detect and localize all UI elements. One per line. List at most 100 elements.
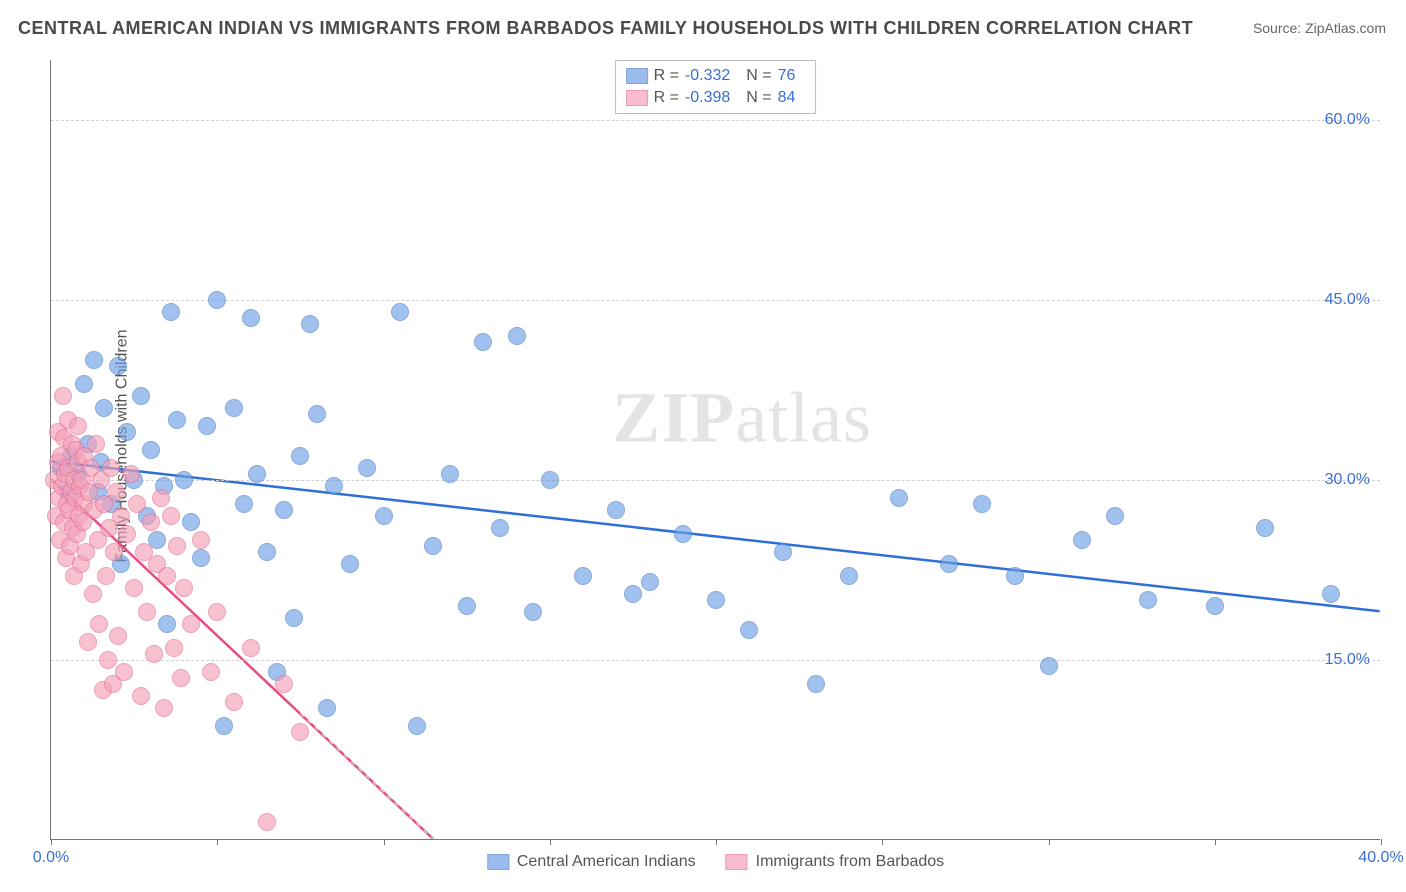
scatter-point [308, 405, 326, 423]
scatter-point [162, 507, 180, 525]
x-tick-label: 0.0% [33, 849, 69, 867]
scatter-point [541, 471, 559, 489]
scatter-point [1322, 585, 1340, 603]
y-tick-label: 30.0% [1325, 471, 1370, 489]
scatter-point [118, 423, 136, 441]
scatter-point [125, 579, 143, 597]
scatter-point [208, 291, 226, 309]
scatter-point [145, 645, 163, 663]
y-tick-label: 45.0% [1325, 291, 1370, 309]
x-tick [51, 839, 52, 845]
x-tick [882, 839, 883, 845]
scatter-point [1040, 657, 1058, 675]
scatter-point [225, 693, 243, 711]
scatter-point [158, 615, 176, 633]
scatter-point [215, 717, 233, 735]
x-tick-label: 40.0% [1358, 849, 1403, 867]
x-tick [1049, 839, 1050, 845]
y-tick-label: 60.0% [1325, 111, 1370, 129]
scatter-point [97, 567, 115, 585]
scatter-point [424, 537, 442, 555]
swatch-series-1 [626, 68, 648, 84]
scatter-point [1256, 519, 1274, 537]
scatter-point [508, 327, 526, 345]
scatter-point [142, 441, 160, 459]
scatter-point [325, 477, 343, 495]
scatter-point [84, 585, 102, 603]
chart-title: CENTRAL AMERICAN INDIAN VS IMMIGRANTS FR… [18, 18, 1193, 39]
correlation-row-1: R = -0.332 N = 76 [626, 65, 806, 87]
scatter-point [275, 501, 293, 519]
scatter-point [202, 663, 220, 681]
scatter-point [138, 603, 156, 621]
scatter-point [79, 633, 97, 651]
scatter-point [115, 663, 133, 681]
scatter-point [1206, 597, 1224, 615]
scatter-point [132, 687, 150, 705]
legend-swatch-2 [726, 854, 748, 870]
scatter-point [99, 651, 117, 669]
scatter-point [235, 495, 253, 513]
scatter-point [168, 537, 186, 555]
scatter-point [391, 303, 409, 321]
scatter-point [225, 399, 243, 417]
scatter-point [807, 675, 825, 693]
scatter-point [524, 603, 542, 621]
y-tick-label: 15.0% [1325, 651, 1370, 669]
scatter-point [1073, 531, 1091, 549]
scatter-point [890, 489, 908, 507]
scatter-point [740, 621, 758, 639]
gridline [51, 660, 1380, 661]
scatter-point [1006, 567, 1024, 585]
scatter-point [87, 435, 105, 453]
scatter-point [182, 615, 200, 633]
swatch-series-2 [626, 90, 648, 106]
scatter-point [408, 717, 426, 735]
watermark: ZIPatlas [612, 377, 872, 460]
scatter-point [168, 411, 186, 429]
legend-label-2: Immigrants from Barbados [756, 853, 945, 871]
scatter-point [95, 399, 113, 417]
scatter-point [301, 315, 319, 333]
scatter-point [75, 375, 93, 393]
scatter-point [358, 459, 376, 477]
scatter-point [291, 447, 309, 465]
scatter-point [90, 615, 108, 633]
scatter-point [128, 495, 146, 513]
x-tick [1381, 839, 1382, 845]
scatter-point [607, 501, 625, 519]
scatter-point [248, 465, 266, 483]
scatter-point [707, 591, 725, 609]
scatter-point [375, 507, 393, 525]
scatter-point [973, 495, 991, 513]
legend-swatch-1 [487, 854, 509, 870]
x-tick [217, 839, 218, 845]
scatter-point [940, 555, 958, 573]
scatter-point [341, 555, 359, 573]
scatter-point [258, 543, 276, 561]
scatter-point [474, 333, 492, 351]
n-value-1: 76 [778, 67, 796, 85]
n-label-1: N = [746, 67, 771, 85]
scatter-point [85, 351, 103, 369]
scatter-point [105, 543, 123, 561]
scatter-point [182, 513, 200, 531]
scatter-point [165, 639, 183, 657]
source-link[interactable]: ZipAtlas.com [1305, 20, 1386, 36]
x-tick [384, 839, 385, 845]
scatter-point [118, 525, 136, 543]
scatter-point [152, 489, 170, 507]
r-label-2: R = [654, 89, 679, 107]
scatter-point [155, 699, 173, 717]
x-tick [716, 839, 717, 845]
scatter-point [574, 567, 592, 585]
scatter-point [69, 417, 87, 435]
n-label-2: N = [746, 89, 771, 107]
n-value-2: 84 [778, 89, 796, 107]
r-value-1: -0.332 [685, 67, 730, 85]
correlation-row-2: R = -0.398 N = 84 [626, 87, 806, 109]
scatter-point [109, 627, 127, 645]
scatter-point [175, 471, 193, 489]
chart-container: CENTRAL AMERICAN INDIAN VS IMMIGRANTS FR… [0, 0, 1406, 892]
scatter-point [158, 567, 176, 585]
